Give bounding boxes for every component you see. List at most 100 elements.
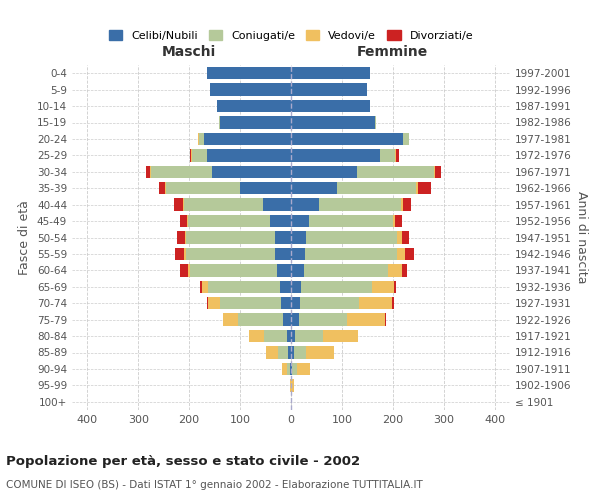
Bar — [292, 363, 297, 375]
Bar — [240, 182, 291, 194]
Bar — [217, 100, 291, 112]
Bar — [207, 67, 291, 80]
Bar — [208, 280, 280, 293]
Text: Femmine: Femmine — [357, 46, 428, 59]
Bar — [403, 198, 410, 211]
Bar — [291, 67, 370, 80]
Bar — [290, 363, 291, 375]
Bar — [402, 232, 409, 243]
Bar — [291, 116, 375, 128]
Bar — [280, 280, 291, 293]
Bar — [264, 330, 287, 342]
Bar — [291, 215, 309, 227]
Bar — [392, 297, 394, 310]
Bar — [223, 314, 238, 326]
Bar — [290, 379, 291, 392]
Bar — [304, 264, 388, 276]
Bar — [291, 149, 380, 162]
Bar — [183, 198, 184, 211]
Bar — [388, 264, 402, 276]
Bar — [301, 280, 373, 293]
Bar — [403, 133, 409, 145]
Bar — [188, 264, 190, 276]
Bar — [278, 346, 289, 358]
Bar — [291, 182, 337, 194]
Bar — [397, 232, 402, 243]
Bar — [297, 363, 310, 375]
Bar — [187, 215, 188, 227]
Bar — [208, 297, 220, 310]
Bar — [300, 297, 359, 310]
Bar — [207, 149, 291, 162]
Bar — [402, 264, 407, 276]
Bar — [416, 182, 418, 194]
Bar — [202, 280, 208, 293]
Bar — [220, 116, 291, 128]
Bar — [306, 346, 334, 358]
Bar — [146, 166, 150, 178]
Bar — [291, 314, 299, 326]
Bar — [269, 215, 291, 227]
Y-axis label: Anni di nascita: Anni di nascita — [575, 191, 588, 284]
Bar — [209, 84, 291, 96]
Bar — [337, 182, 416, 194]
Bar — [291, 100, 370, 112]
Bar — [347, 314, 385, 326]
Bar — [188, 215, 269, 227]
Bar — [293, 346, 306, 358]
Bar — [283, 314, 291, 326]
Bar — [191, 149, 207, 162]
Bar — [397, 149, 399, 162]
Bar — [291, 133, 403, 145]
Bar — [291, 248, 305, 260]
Bar — [287, 363, 290, 375]
Y-axis label: Fasce di età: Fasce di età — [19, 200, 31, 275]
Bar — [283, 363, 287, 375]
Bar — [291, 84, 367, 96]
Bar — [434, 166, 441, 178]
Bar — [185, 232, 275, 243]
Bar — [175, 248, 184, 260]
Bar — [275, 248, 291, 260]
Bar — [380, 149, 395, 162]
Bar — [319, 198, 401, 211]
Bar — [395, 149, 397, 162]
Bar — [281, 297, 291, 310]
Bar — [200, 280, 202, 293]
Bar — [393, 215, 395, 227]
Text: COMUNE DI ISEO (BS) - Dati ISTAT 1° gennaio 2002 - Elaborazione TUTTITALIA.IT: COMUNE DI ISEO (BS) - Dati ISTAT 1° genn… — [6, 480, 423, 490]
Bar — [190, 149, 191, 162]
Bar — [159, 182, 165, 194]
Bar — [180, 264, 188, 276]
Bar — [180, 215, 187, 227]
Bar — [299, 314, 347, 326]
Text: Popolazione per età, sesso e stato civile - 2002: Popolazione per età, sesso e stato civil… — [6, 455, 360, 468]
Bar — [375, 116, 376, 128]
Bar — [291, 363, 292, 375]
Bar — [165, 182, 166, 194]
Bar — [291, 198, 319, 211]
Bar — [289, 346, 291, 358]
Bar — [151, 166, 212, 178]
Bar — [184, 198, 263, 211]
Bar — [291, 346, 293, 358]
Bar — [263, 198, 291, 211]
Bar — [205, 133, 291, 145]
Bar — [238, 314, 283, 326]
Bar — [401, 198, 403, 211]
Bar — [150, 166, 151, 178]
Bar — [394, 280, 397, 293]
Bar — [418, 182, 431, 194]
Bar — [291, 280, 301, 293]
Bar — [397, 248, 404, 260]
Bar — [218, 116, 220, 128]
Bar — [266, 346, 278, 358]
Bar — [199, 133, 205, 145]
Bar — [185, 248, 275, 260]
Bar — [212, 166, 291, 178]
Bar — [295, 330, 323, 342]
Bar — [359, 297, 392, 310]
Bar — [291, 232, 306, 243]
Bar — [277, 264, 291, 276]
Bar — [395, 215, 401, 227]
